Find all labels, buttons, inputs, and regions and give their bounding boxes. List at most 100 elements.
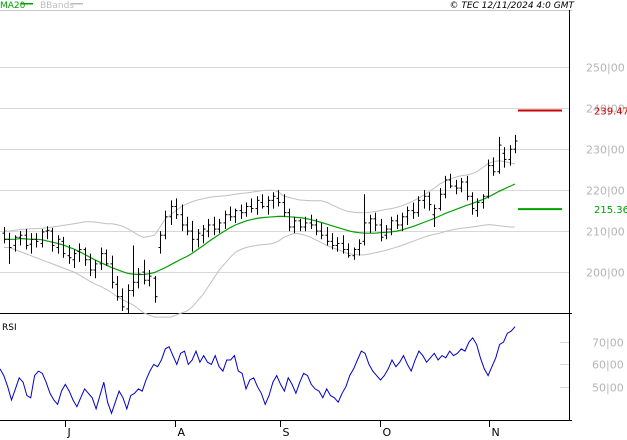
- price-tick-label: 230|00: [586, 144, 625, 157]
- rsi-gridlines: [560, 342, 569, 388]
- ohlc-bar: [255, 196, 260, 215]
- ohlc-bar: [180, 204, 185, 232]
- ohlc-bar: [249, 198, 254, 213]
- ohlc-bar: [212, 216, 217, 236]
- ohlc-bar: [341, 235, 346, 254]
- ohlc-bar: [481, 194, 486, 209]
- ohlc-bar: [2, 227, 7, 244]
- ohlc-bar: [292, 216, 297, 234]
- bb-upper-line: [4, 160, 516, 238]
- ohlc-bar: [45, 226, 50, 240]
- rsi-path: [0, 326, 516, 415]
- ohlc-bar: [416, 196, 421, 217]
- ohlc-bar: [67, 245, 72, 264]
- ohlc-bar: [196, 229, 201, 248]
- ohlc-bar: [465, 175, 470, 201]
- ohlc-bar: [163, 210, 168, 240]
- bbands-legend-swatch: [71, 3, 83, 5]
- ohlc-bar: [18, 231, 23, 246]
- ohlc-bar: [395, 214, 400, 230]
- ma20-line: [4, 183, 516, 276]
- x-tick-label: O: [383, 426, 392, 439]
- rsi-tick-label: 50|00: [592, 382, 624, 395]
- price-bars: [2, 134, 518, 313]
- ohlc-bar: [24, 229, 29, 250]
- ohlc-bar: [330, 233, 335, 250]
- ohlc-bar: [276, 190, 281, 207]
- ohlc-bar: [99, 247, 104, 271]
- ohlc-bar: [244, 202, 249, 217]
- ohlc-bar: [319, 222, 324, 240]
- ohlc-bar: [110, 255, 115, 289]
- ohlc-bar: [260, 194, 265, 209]
- price-tick-label: 200|00: [586, 267, 625, 280]
- ohlc-bar: [362, 194, 367, 246]
- ohlc-bar: [282, 194, 287, 217]
- ohlc-bar: [174, 198, 179, 219]
- ohlc-bar: [126, 284, 131, 313]
- ohlc-bar: [223, 210, 228, 230]
- ohlc-bar: [287, 208, 292, 232]
- price-axis: 200|00 210|00 220|00 230|00 240|00 250|00: [586, 62, 625, 280]
- ohlc-bar: [325, 227, 330, 246]
- ohlc-bar: [7, 232, 12, 264]
- price-tick-label: 220|00: [586, 185, 625, 198]
- ohlc-bar: [131, 245, 136, 297]
- ohlc-bar: [513, 134, 518, 154]
- ohlc-bar: [136, 267, 141, 289]
- ohlc-bar: [508, 145, 513, 166]
- ohlc-bar: [13, 235, 18, 252]
- resistance-level-label: 239.47: [594, 106, 627, 117]
- bb-lower-line: [4, 224, 515, 318]
- rsi-title: RSI: [2, 323, 17, 333]
- ohlc-bar: [405, 206, 410, 225]
- ohlc-bar: [56, 235, 61, 254]
- ohlc-bar: [83, 247, 88, 266]
- ma20-legend-label: MA20: [0, 1, 26, 11]
- ohlc-bar: [266, 196, 271, 215]
- ohlc-bar: [120, 288, 125, 311]
- ohlc-bar: [368, 214, 373, 234]
- ohlc-bar: [153, 276, 158, 303]
- ohlc-bar: [454, 179, 459, 195]
- ohlc-bar: [271, 192, 276, 209]
- ohlc-bar: [379, 218, 384, 242]
- ma20-legend-swatch: [21, 3, 33, 5]
- ohlc-bar: [142, 259, 147, 285]
- ohlc-bar: [169, 200, 174, 225]
- ohlc-bar: [448, 173, 453, 189]
- x-tick-label: S: [283, 426, 290, 439]
- rsi-axis: 50|00 60|00 70|00: [592, 337, 624, 395]
- ohlc-bar: [77, 243, 82, 262]
- bbands-legend-label: BBands: [40, 1, 74, 11]
- ohlc-bar: [147, 270, 152, 287]
- bollinger-bands: [4, 160, 516, 318]
- ohlc-bar: [303, 216, 308, 232]
- ohlc-bar: [335, 237, 340, 252]
- ohlc-bar: [158, 231, 163, 254]
- x-tick-label: N: [492, 426, 500, 439]
- ohlc-bar: [115, 276, 120, 301]
- ohlc-bar: [93, 259, 98, 279]
- ohlc-bar: [400, 212, 405, 232]
- support-level-label: 215.36: [594, 205, 627, 216]
- ohlc-bar: [352, 247, 357, 260]
- ohlc-bar: [233, 208, 238, 223]
- ohlc-bar: [72, 249, 77, 268]
- ohlc-bar: [491, 157, 496, 176]
- ohlc-bar: [384, 224, 389, 240]
- price-gridlines: [0, 67, 569, 273]
- ohlc-bar: [88, 253, 93, 277]
- ohlc-bar: [217, 218, 222, 234]
- ohlc-bar: [34, 233, 39, 248]
- x-tick-label: J: [67, 426, 71, 439]
- ohlc-bar: [438, 188, 443, 211]
- ohlc-bar: [432, 204, 437, 228]
- ohlc-bar: [357, 239, 362, 256]
- ohlc-bar: [50, 227, 55, 252]
- ohlc-bar: [475, 198, 480, 217]
- ohlc-bar: [346, 243, 351, 258]
- timestamp-label: © TEC 12/11/2024 4:0 GMT: [449, 1, 575, 11]
